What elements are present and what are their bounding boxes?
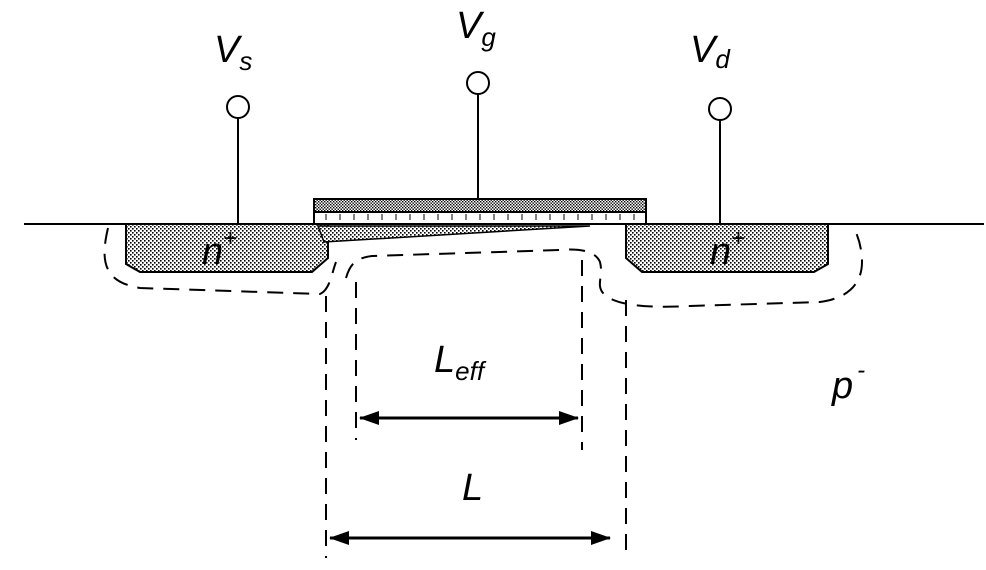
drain-depletion-boundary <box>345 227 864 308</box>
drain-voltage-label: Vd <box>690 29 731 74</box>
source-voltage-label: Vs <box>214 29 252 76</box>
drain-doping-label: n+ <box>710 225 745 273</box>
gate-voltage-label: Vg <box>456 5 496 52</box>
gate-terminal-node <box>466 71 490 95</box>
effective-length-label: Leff <box>434 339 487 386</box>
gate-electrode <box>313 198 647 213</box>
source-depletion-boundary <box>103 227 337 296</box>
drain-terminal-node <box>708 97 732 121</box>
source-doping-label: n+ <box>202 225 237 273</box>
substrate-doping-label: p- <box>831 357 865 407</box>
source-terminal-node <box>226 95 250 119</box>
gate-oxide-ticks <box>325 214 635 220</box>
drain-n-plus-region <box>625 223 829 273</box>
inversion-channel <box>316 225 591 243</box>
drawn-length-label: L <box>462 467 483 509</box>
